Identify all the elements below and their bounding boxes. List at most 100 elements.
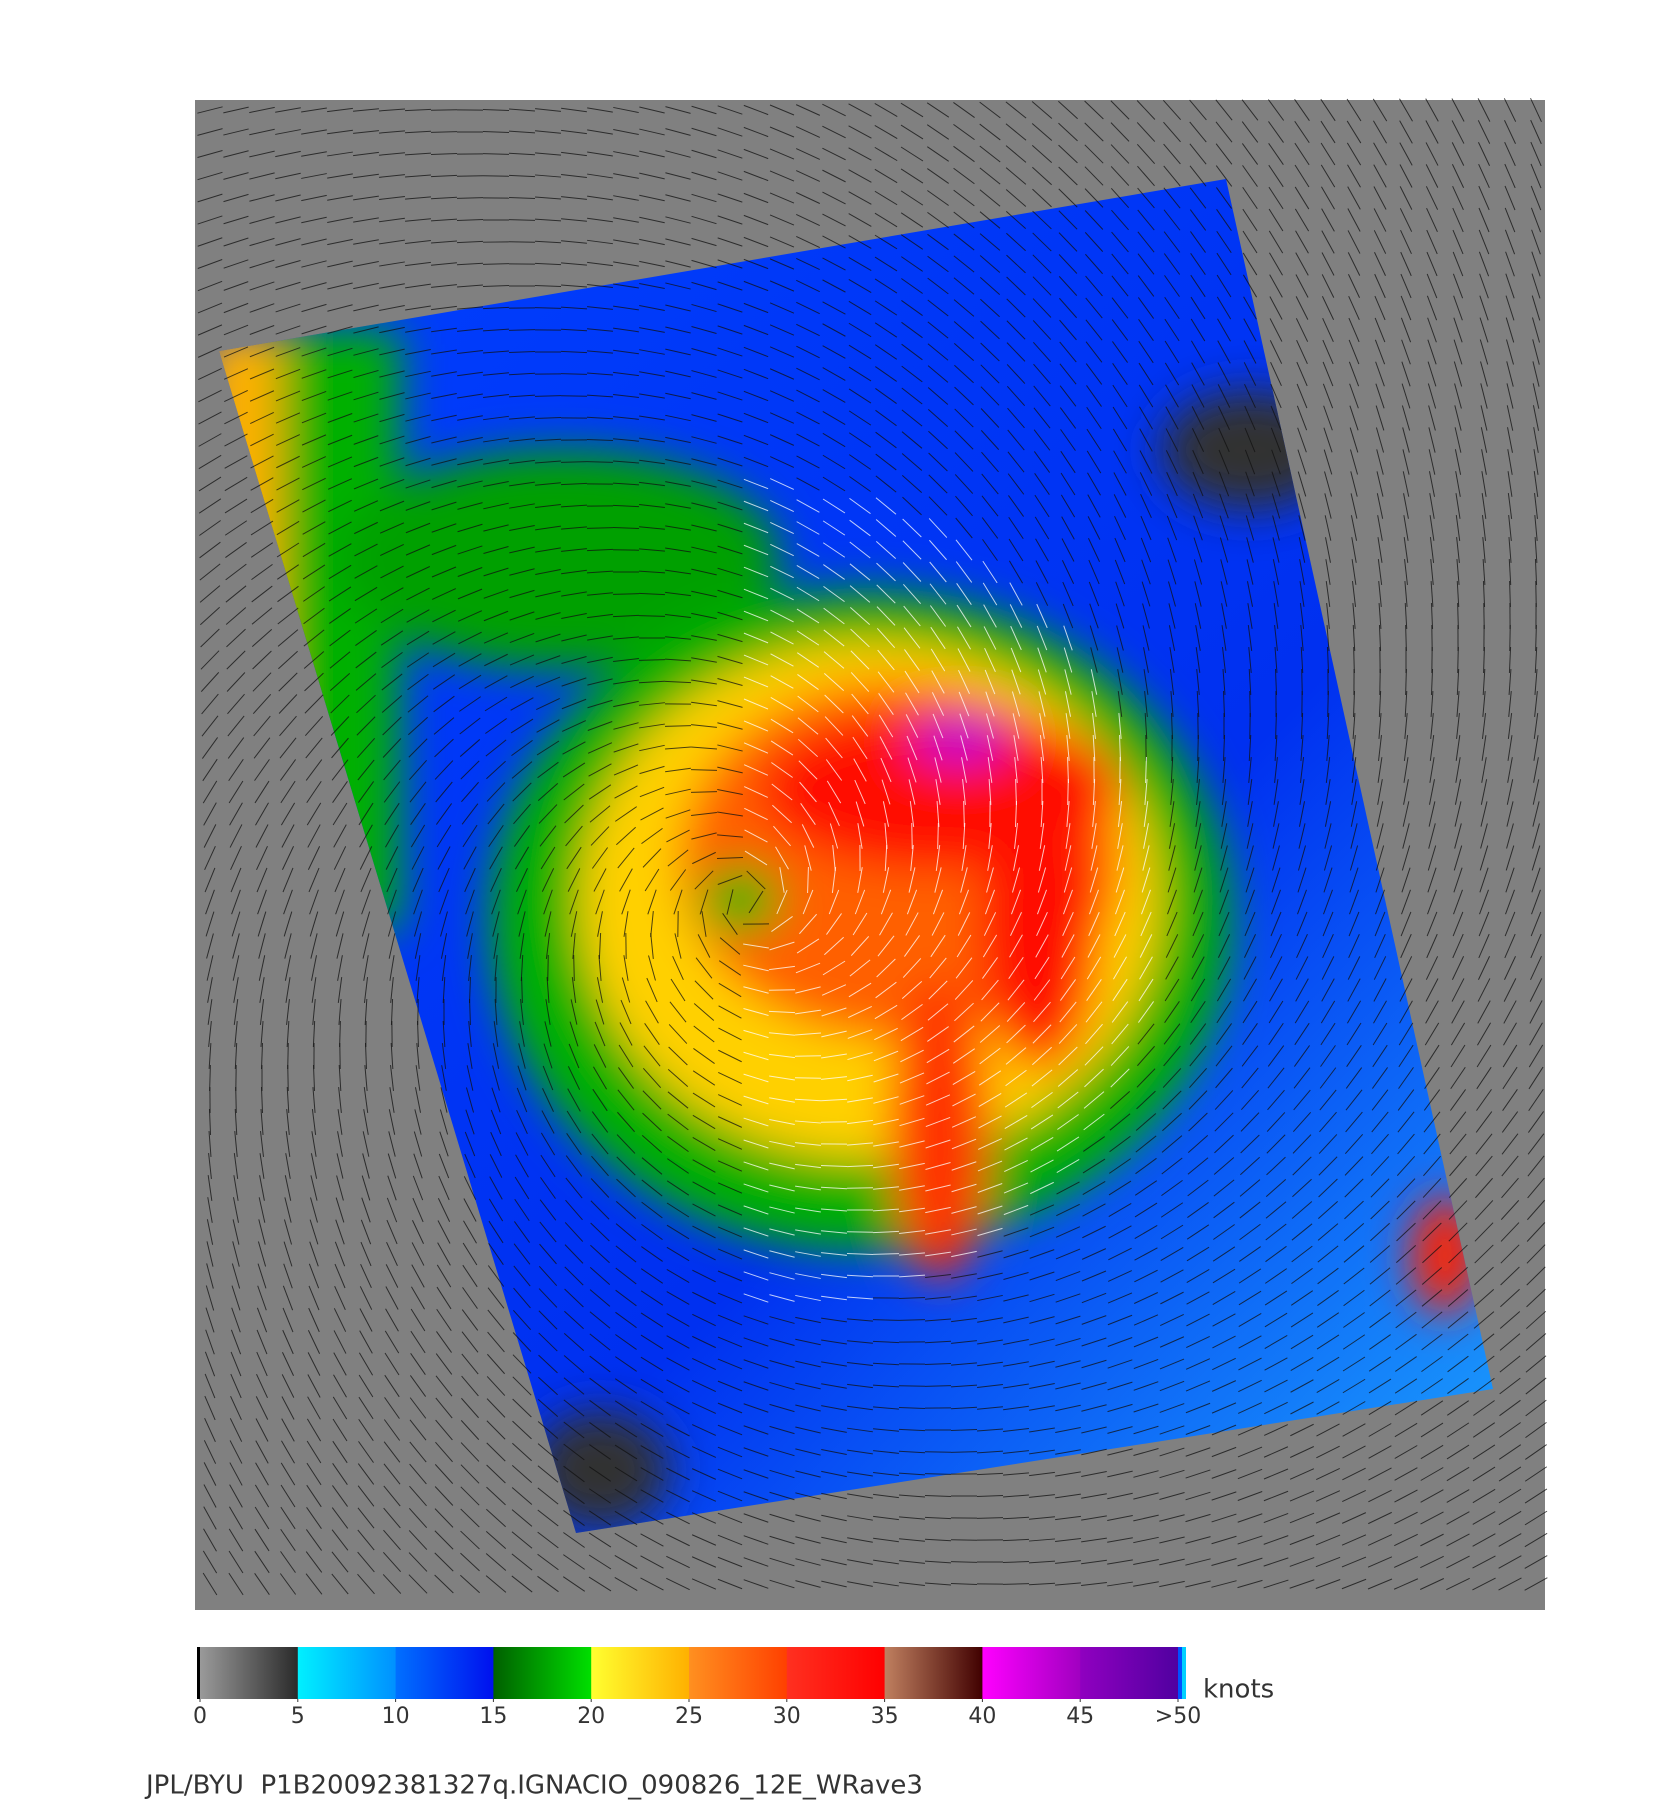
wind-vector [1119, 734, 1121, 762]
wind-vector [851, 715, 869, 737]
wind-vector [951, 1116, 977, 1128]
wind-vector [1501, 1155, 1519, 1177]
wind-vector [250, 498, 274, 514]
wind-vector [231, 1285, 241, 1311]
wind-vector [953, 233, 975, 251]
wind-vector [825, 759, 843, 781]
wind-vector [769, 148, 795, 160]
wind-vector [1143, 801, 1149, 827]
wind-vector [1084, 122, 1104, 142]
wind-vector [693, 1025, 715, 1043]
wind-vector [1007, 451, 1025, 473]
wind-vector [822, 103, 846, 117]
wind-vector [954, 1002, 974, 1022]
wind-vector [250, 455, 274, 469]
wind-vector [821, 1252, 847, 1256]
wind-vector [1347, 252, 1361, 276]
wind-vector [1371, 1133, 1389, 1155]
wind-vector [849, 585, 871, 603]
wind-vector [563, 1421, 585, 1439]
wind-vector [925, 1206, 951, 1214]
wind-vector [589, 1333, 611, 1351]
wind-vector [338, 1064, 342, 1092]
wind-vector [1502, 1066, 1518, 1090]
wind-vector [1214, 1134, 1234, 1154]
wind-vector [1217, 340, 1231, 364]
wind-vector [962, 779, 966, 805]
wind-vector [639, 216, 665, 224]
wind-vector [1425, 978, 1439, 1002]
wind-vector [334, 1241, 346, 1267]
wind-vector [588, 1488, 612, 1504]
wind-vector [590, 826, 610, 846]
wind-vector [1081, 1315, 1107, 1325]
wind-vector [1186, 1335, 1210, 1349]
wind-vector [982, 934, 998, 958]
wind-vector [950, 1582, 978, 1586]
wind-vector [440, 933, 448, 959]
wind-vector [1292, 1134, 1312, 1154]
wind-vector [847, 1029, 873, 1039]
wind-vector [1247, 779, 1253, 805]
wind-vector [613, 327, 639, 333]
wind-vector [1426, 207, 1438, 233]
wind-vector [665, 436, 691, 444]
wind-vector [1475, 1133, 1493, 1155]
wind-vector [483, 589, 509, 599]
wind-vector [491, 1087, 501, 1113]
wind-vector [1289, 1534, 1315, 1546]
wind-vector [229, 1484, 243, 1508]
wind-vector [545, 999, 551, 1025]
wind-vector [665, 128, 691, 136]
wind-vector [1346, 1044, 1362, 1068]
wind-vector [832, 845, 836, 871]
wind-vector [640, 807, 664, 821]
wind-vector [796, 433, 820, 447]
wind-vector [1325, 757, 1331, 783]
wind-vector [1217, 318, 1231, 342]
wind-vector [1055, 1293, 1081, 1303]
wind-vector [1211, 1469, 1237, 1479]
wind-vector [250, 477, 274, 491]
wind-vector [621, 889, 631, 915]
wind-vector [460, 760, 480, 780]
wind-vector [1475, 1155, 1493, 1177]
wind-vector [848, 235, 872, 249]
wind-vector [977, 1183, 1003, 1193]
wind-vector [1085, 1001, 1103, 1023]
wind-vector [1214, 1090, 1234, 1110]
wind-vector [873, 1472, 899, 1476]
wind-vector [1378, 581, 1382, 607]
wind-vector [899, 1185, 925, 1191]
wind-vector [1186, 1246, 1210, 1262]
wind-vector [567, 868, 581, 892]
wind-vector [519, 933, 525, 959]
wind-vector [1318, 1134, 1338, 1154]
wind-vector [542, 1065, 554, 1091]
wind-vector [692, 1159, 716, 1173]
wind-vector [561, 151, 587, 157]
wind-vector [1055, 1404, 1081, 1412]
wind-vector [1324, 493, 1332, 519]
wind-vector [1164, 275, 1180, 297]
wind-vector [1188, 1067, 1208, 1089]
wind-vector [616, 1156, 636, 1176]
wind-vector [353, 369, 379, 379]
wind-vector [257, 1285, 267, 1311]
wind-vector [415, 1065, 421, 1091]
wind-vector [692, 1291, 716, 1305]
wind-vector [1394, 1489, 1418, 1503]
wind-vector [405, 457, 431, 467]
wind-vector [612, 593, 640, 595]
wind-vector [282, 1329, 294, 1355]
wind-vector [405, 544, 431, 556]
wind-vector [357, 1551, 375, 1573]
wind-vector [1473, 1377, 1495, 1395]
wind-vector [197, 324, 223, 336]
wind-vector [1055, 1270, 1081, 1282]
wind-vector [929, 605, 947, 627]
wind-vector [1240, 1089, 1260, 1111]
wind-vector [1029, 1538, 1055, 1542]
wind-vector [1083, 1136, 1105, 1152]
wind-vector [717, 1336, 743, 1348]
